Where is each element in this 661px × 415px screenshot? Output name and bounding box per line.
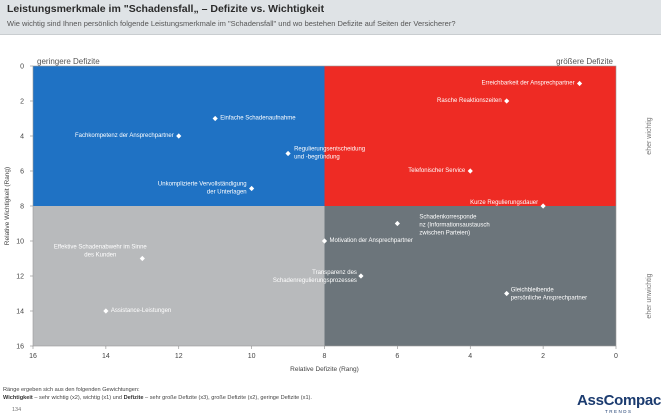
asscompact-logo: AssCompact — [577, 392, 661, 409]
data-point-label: Motivation der Ansprechpartner — [330, 238, 413, 244]
y-tick-label: 14 — [16, 309, 24, 316]
x-tick-label: 8 — [323, 353, 327, 360]
scatter-chart: 16 14 12 10 8 6 4 2 0 0 2 4 6 8 10 12 14 16 Relative Defiz… — [4, 57, 653, 373]
x-tick-label: 4 — [468, 353, 472, 360]
y-axis-title: Relative Wichtigkeit (Rang) — [4, 167, 11, 245]
data-point-marker — [139, 255, 145, 262]
footer-importance-text: – sehr wichtig (x2), wichtig (x1) und — [32, 395, 124, 401]
x-tick-label: 2 — [541, 353, 545, 360]
data-point-label: Schadenkorresponde nz (Informationsaustau… — [419, 215, 489, 237]
side-label-unimportant: eher unwichtig — [646, 273, 653, 318]
data-point-label: Rasche Reaktionszeiten — [437, 98, 502, 104]
logo-tagline: TRENDS — [605, 409, 633, 414]
data-point-marker — [249, 185, 255, 192]
y-tick-label: 8 — [20, 204, 24, 211]
y-tick-label: 10 — [16, 239, 24, 246]
data-point-marker — [467, 168, 473, 174]
data-point-label: Gleichbleibende persönliche Ansprechpartn… — [511, 288, 587, 302]
data-point-label: Transparenz des Schadenregulierungsprozes… — [273, 270, 357, 284]
x-tick-label: 16 — [29, 353, 37, 360]
page-title: Leistungsmerkmale im "Schadensfall„ – De… — [7, 3, 325, 15]
data-point-marker — [504, 290, 510, 297]
footer-deficit-term: Defizite — [123, 395, 144, 401]
y-tick-label: 6 — [20, 169, 24, 176]
data-point-label: Einfache Schadenaufnahme — [220, 116, 296, 122]
header-bar: Leistungsmerkmale im "Schadensfall„ – De… — [0, 0, 661, 35]
data-point-marker — [504, 98, 510, 104]
data-point-label: Regulierungsentscheidung und -begründung — [294, 147, 365, 161]
page-subtitle: Wie wichtig sind Ihnen persönlich folgen… — [7, 19, 456, 28]
y-tick-label: 2 — [20, 99, 24, 106]
data-point-marker — [103, 308, 109, 314]
data-point-marker — [285, 150, 291, 157]
y-tick-label: 12 — [16, 274, 24, 281]
data-point-marker — [321, 238, 328, 244]
y-tick-label: 4 — [20, 134, 24, 141]
data-point-marker — [540, 203, 546, 209]
x-tick-label: 12 — [175, 353, 183, 360]
data-point-label: Kurze Regulierungsdauer — [470, 200, 538, 206]
data-point-label: Assistance-Leistungen — [111, 308, 171, 314]
footer-note: Ränge ergeben sich aus den folgenden Gew… — [3, 387, 140, 393]
data-point-label: Fachkompetenz der Ansprechpartner — [75, 133, 174, 139]
y-tick-label: 16 — [16, 344, 24, 351]
data-point-label: Unkomplizierte Vervollständigung der Unte… — [158, 182, 247, 196]
x-tick-label: 6 — [395, 353, 399, 360]
x-axis-title: Relative Defizite (Rang) — [290, 366, 359, 373]
side-label-important: eher wichtig — [646, 117, 653, 154]
data-point-marker — [394, 220, 400, 227]
corner-label-right: größere Defizite — [556, 57, 613, 66]
x-tick-label: 14 — [102, 353, 110, 360]
x-tick-label: 10 — [248, 353, 256, 360]
data-point-label: Telefonischer Service — [408, 168, 466, 174]
corner-label-left: geringere Defizite — [37, 57, 100, 66]
quadrant-top-right — [324, 66, 616, 206]
data-point-label: Effektive Schadenabwehr im Sinne des Kund… — [54, 245, 148, 259]
footer-weights: Wichtigkeit – sehr wichtig (x2), wichtig… — [3, 395, 312, 401]
data-point-marker — [176, 133, 182, 139]
quadrant-bottom-left — [33, 206, 325, 346]
x-tick-label: 0 — [614, 353, 618, 360]
quadrant-bottom-right — [324, 206, 616, 346]
data-point-marker — [358, 273, 364, 279]
footer-importance-term: Wichtigkeit — [3, 395, 33, 401]
page-number: 134 — [12, 407, 22, 413]
data-point-marker — [212, 115, 218, 122]
footer-deficit-text: – sehr große Defizite (x3), große Defizi… — [143, 395, 312, 401]
data-point-label: Erreichbarkeit der Ansprechpartner — [482, 81, 575, 87]
y-tick-label: 0 — [20, 64, 24, 71]
